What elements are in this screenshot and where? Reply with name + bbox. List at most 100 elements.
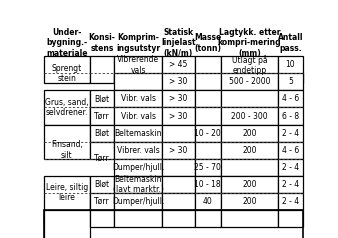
Bar xyxy=(162,193,195,210)
Bar xyxy=(90,108,114,124)
Bar xyxy=(114,142,162,159)
Bar xyxy=(44,90,90,124)
Text: 10: 10 xyxy=(286,60,295,69)
Text: Dumper/hjull.: Dumper/hjull. xyxy=(112,197,164,206)
Bar xyxy=(114,176,162,193)
Bar xyxy=(278,193,303,210)
Text: > 30: > 30 xyxy=(169,146,188,155)
Text: Komprim-
ingsutstyr: Komprim- ingsutstyr xyxy=(116,33,160,53)
Text: Under-
bygning.-
materiale: Under- bygning.- materiale xyxy=(46,28,88,58)
Bar xyxy=(221,142,278,159)
Bar xyxy=(162,142,195,159)
Bar xyxy=(90,210,114,227)
Bar xyxy=(195,159,221,176)
Bar xyxy=(278,90,303,108)
Bar xyxy=(114,159,162,176)
Bar xyxy=(278,73,303,90)
Text: 200: 200 xyxy=(242,129,257,138)
Bar xyxy=(162,90,195,108)
Text: 25 - 70: 25 - 70 xyxy=(194,163,221,172)
Text: Statisk
linjelast
(kN/m): Statisk linjelast (kN/m) xyxy=(161,28,196,58)
Text: Sprengt
stein: Sprengt stein xyxy=(52,64,82,83)
Bar xyxy=(195,176,221,193)
Bar xyxy=(114,124,162,142)
Bar xyxy=(44,176,90,227)
Text: Grus, sand,
selvdrener.: Grus, sand, selvdrener. xyxy=(45,98,89,117)
Bar xyxy=(195,90,221,108)
Bar xyxy=(162,108,195,124)
Bar xyxy=(44,56,90,83)
Bar xyxy=(278,124,303,142)
Text: 10 - 18: 10 - 18 xyxy=(194,180,221,189)
Bar xyxy=(90,142,114,159)
Text: Vibrerende
vals: Vibrerende vals xyxy=(117,55,159,74)
Bar xyxy=(90,56,114,83)
Text: Utlagt på
endetipp: Utlagt på endetipp xyxy=(232,55,267,75)
Bar xyxy=(114,193,162,210)
Text: 2 - 4: 2 - 4 xyxy=(282,163,299,172)
Bar xyxy=(221,210,278,227)
Bar xyxy=(195,210,221,227)
Bar xyxy=(162,159,195,176)
Bar xyxy=(221,193,278,210)
Text: Vibrer. vals: Vibrer. vals xyxy=(117,146,160,155)
Bar xyxy=(162,124,195,142)
Text: Masse
(tonn): Masse (tonn) xyxy=(194,33,221,53)
Text: Bløt: Bløt xyxy=(95,94,110,104)
Bar xyxy=(114,210,162,227)
Bar xyxy=(221,90,278,108)
Bar xyxy=(278,56,303,83)
Bar xyxy=(221,73,278,90)
Text: Tørr: Tørr xyxy=(94,112,110,120)
Text: 6 - 8: 6 - 8 xyxy=(282,112,299,120)
Text: Finsand,
silt: Finsand, silt xyxy=(51,140,83,160)
Bar xyxy=(114,73,162,90)
Text: Antall
pass.: Antall pass. xyxy=(278,33,303,53)
Text: 40: 40 xyxy=(203,197,213,206)
Text: 2 - 4: 2 - 4 xyxy=(282,129,299,138)
Text: 200: 200 xyxy=(242,180,257,189)
Text: 5: 5 xyxy=(288,77,293,86)
Bar xyxy=(221,108,278,124)
Text: Lagtykk. etter
kompri-mering
(mm): Lagtykk. etter kompri-mering (mm) xyxy=(218,28,282,58)
Text: 200 - 300: 200 - 300 xyxy=(231,112,268,120)
Text: 200: 200 xyxy=(242,146,257,155)
Bar xyxy=(195,124,221,142)
Bar xyxy=(162,210,195,227)
Bar xyxy=(195,193,221,210)
Text: > 45: > 45 xyxy=(169,60,188,69)
Bar xyxy=(278,176,303,193)
Bar xyxy=(221,56,278,83)
Bar xyxy=(221,124,278,142)
Bar xyxy=(195,108,221,124)
Bar xyxy=(221,176,278,193)
Text: 4 - 6: 4 - 6 xyxy=(282,94,299,104)
Bar xyxy=(278,210,303,227)
Bar xyxy=(278,142,303,159)
Bar xyxy=(90,193,114,210)
Bar xyxy=(90,124,114,142)
Text: Tørr: Tørr xyxy=(94,154,110,163)
Text: 200: 200 xyxy=(242,197,257,206)
Text: > 30: > 30 xyxy=(169,77,188,86)
Bar xyxy=(114,90,162,108)
Bar xyxy=(195,142,221,159)
Text: Beltemaskin
(lavt marktr.): Beltemaskin (lavt marktr.) xyxy=(113,174,164,194)
Text: Vibr. vals: Vibr. vals xyxy=(121,112,155,120)
Bar xyxy=(195,56,221,83)
Text: Vibr. vals: Vibr. vals xyxy=(121,94,155,104)
Text: Dumper/hjull.: Dumper/hjull. xyxy=(112,163,164,172)
Text: Bløt: Bløt xyxy=(95,129,110,138)
Text: Bløt: Bløt xyxy=(95,180,110,189)
Text: > 30: > 30 xyxy=(169,94,188,104)
Bar xyxy=(278,108,303,124)
Bar xyxy=(44,210,90,238)
Bar xyxy=(114,56,162,83)
Bar xyxy=(162,176,195,193)
Bar xyxy=(162,73,195,90)
Text: Leire, siltig
leire: Leire, siltig leire xyxy=(46,183,88,203)
Bar xyxy=(90,176,114,210)
Bar xyxy=(44,124,90,159)
Bar xyxy=(90,90,114,124)
Bar xyxy=(195,73,221,90)
